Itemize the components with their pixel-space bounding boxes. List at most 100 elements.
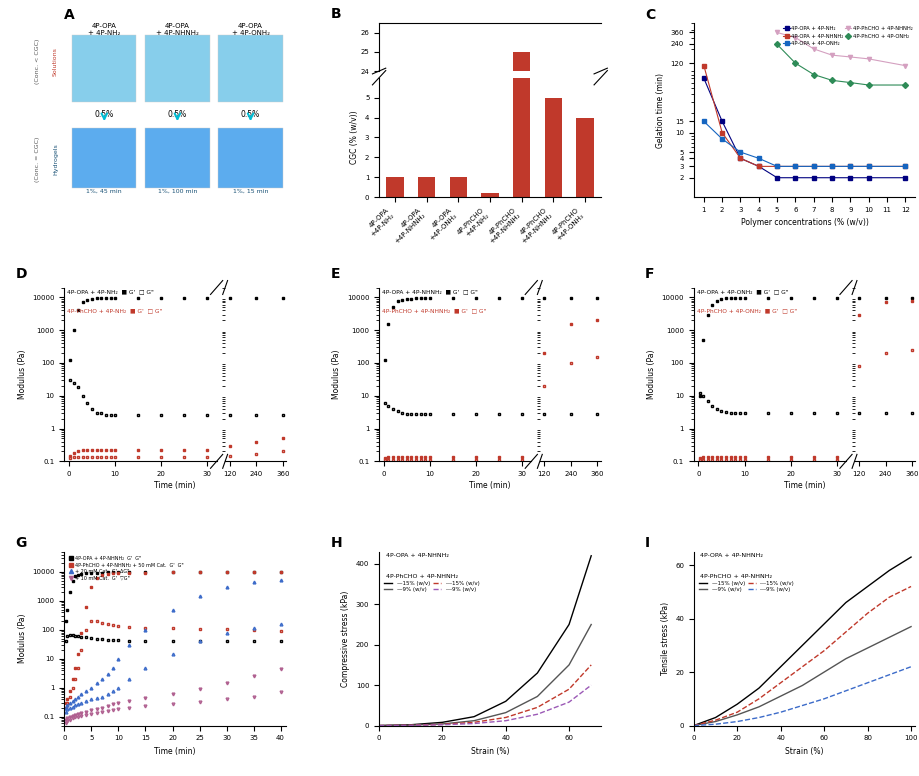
4P-OPA + 4P-NH₂ [844,173,855,182]
4P-OPA + 4P-NH₂ [716,116,727,126]
Line: 4P-OPA + 4P-NH₂: 4P-OPA + 4P-NH₂ [701,76,906,180]
4P-OPA + 4P-NHNH₂ [734,154,745,163]
Text: Time (min): Time (min) [783,481,824,490]
4P-PhCHO + 4P-ONH₂ [771,40,782,49]
Y-axis label: Tensile stress (kPa): Tensile stress (kPa) [660,602,669,675]
Text: (Conc. = CGC): (Conc. = CGC) [35,136,40,182]
Text: A: A [64,8,75,22]
4P-OPA + 4P-NH₂ [862,173,873,182]
Text: 4P-OPA + 4P-NHNH₂: 4P-OPA + 4P-NHNH₂ [699,553,763,559]
4P-OPA + 4P-NHNH₂ [771,161,782,171]
Y-axis label: Modulus (Pa): Modulus (Pa) [646,350,655,399]
Y-axis label: Modulus (Pa): Modulus (Pa) [17,350,27,399]
Text: 4P-OPA
+ 4P-NHNH₂: 4P-OPA + 4P-NHNH₂ [156,23,199,36]
Text: 1%, 45 min: 1%, 45 min [86,189,122,194]
Bar [544,98,562,197]
Text: 4P-OPA + 4P-ONH₂  ■ G'  □ G": 4P-OPA + 4P-ONH₂ ■ G' □ G" [696,289,788,294]
X-axis label: Time (min): Time (min) [154,747,196,756]
Legend: —15% (w/v), —9% (w/v), ---15% (w/v), ---9% (w/v): —15% (w/v), —9% (w/v), ---15% (w/v), ---… [696,579,796,594]
4P-OPA + 4P-ONH₂ [825,161,836,171]
4P-OPA + 4P-NHNH₂ [844,161,855,171]
4P-PhCHO + 4P-NHNH₂ [899,61,910,71]
4P-OPA + 4P-NHNH₂ [716,128,727,137]
Text: B: B [330,7,341,21]
Text: 1%, 100 min: 1%, 100 min [157,189,197,194]
Legend: —15% (w/v), —9% (w/v), ---15% (w/v), ---9% (w/v): —15% (w/v), —9% (w/v), ---15% (w/v), ---… [381,579,482,594]
Text: (Conc. < CGC): (Conc. < CGC) [35,39,40,85]
Text: Time (min): Time (min) [154,481,196,490]
Bar [386,177,403,197]
4P-OPA + 4P-NH₂ [825,173,836,182]
Text: 4P-PhCHO + 4P-NHNH₂: 4P-PhCHO + 4P-NHNH₂ [699,574,772,580]
Legend: 4P-OPA + 4P-NH₂, 4P-OPA + 4P-NHNH₂, 4P-OPA + 4P-ONH₂, 4P-PhCHO + 4P-NHNH₂, 4P-Ph: 4P-OPA + 4P-NH₂, 4P-OPA + 4P-NHNH₂, 4P-O… [782,26,912,47]
Text: H: H [330,536,342,550]
4P-PhCHO + 4P-ONH₂ [808,70,819,79]
4P-OPA + 4P-NHNH₂ [698,61,709,71]
Text: 1%, 15 min: 1%, 15 min [233,189,268,194]
4P-OPA + 4P-NHNH₂ [789,161,800,171]
FancyBboxPatch shape [72,36,136,102]
4P-OPA + 4P-NH₂ [698,74,709,83]
FancyBboxPatch shape [218,36,282,102]
4P-PhCHO + 4P-ONH₂ [862,81,873,90]
Bar [481,525,498,529]
4P-OPA + 4P-NHNH₂ [753,161,764,171]
4P-OPA + 4P-NH₂ [753,161,764,171]
4P-OPA + 4P-ONH₂ [753,154,764,163]
4P-PhCHO + 4P-ONH₂ [825,76,836,85]
4P-OPA + 4P-NHNH₂ [825,161,836,171]
FancyBboxPatch shape [218,127,282,189]
Text: 4P-PhCHO + 4P-NH₂  ■ G'  □ G": 4P-PhCHO + 4P-NH₂ ■ G' □ G" [67,308,163,314]
Text: 4P-PhCHO + 4P-NHNH₂: 4P-PhCHO + 4P-NHNH₂ [385,574,458,580]
Text: 4P-PhCHO + 4P-ONH₂  ■ G'  □ G": 4P-PhCHO + 4P-ONH₂ ■ G' □ G" [696,308,796,314]
4P-OPA + 4P-ONH₂ [808,161,819,171]
Bar [575,453,593,529]
Line: 4P-PhCHO + 4P-NHNH₂: 4P-PhCHO + 4P-NHNH₂ [774,30,906,68]
Text: 0.5%: 0.5% [95,110,114,120]
4P-PhCHO + 4P-NHNH₂ [862,54,873,64]
Y-axis label: Modulus (Pa): Modulus (Pa) [17,614,27,663]
Bar [386,511,403,529]
4P-PhCHO + 4P-ONH₂ [899,81,910,90]
4P-PhCHO + 4P-NHNH₂ [771,28,782,37]
Text: 4P-OPA + 4P-NH₂  ■ G'  □ G": 4P-OPA + 4P-NH₂ ■ G' □ G" [67,289,154,294]
Text: Solutions: Solutions [53,47,58,76]
Bar [417,177,435,197]
Bar [512,0,529,197]
4P-PhCHO + 4P-NHNH₂ [825,50,836,60]
Bar [481,193,498,197]
Y-axis label: CGC (% (w/v)): CGC (% (w/v)) [350,111,359,165]
Text: F: F [644,266,653,281]
Line: 4P-PhCHO + 4P-ONH₂: 4P-PhCHO + 4P-ONH₂ [774,43,906,87]
4P-OPA + 4P-NHNH₂ [862,161,873,171]
4P-OPA + 4P-NHNH₂ [899,161,910,171]
Bar [512,52,529,529]
4P-PhCHO + 4P-NHNH₂ [808,44,819,54]
Text: 4P-OPA
+ 4P-NH₂: 4P-OPA + 4P-NH₂ [88,23,120,36]
Text: G: G [16,536,27,550]
Bar [449,177,467,197]
Text: Time (min): Time (min) [469,481,510,490]
Y-axis label: Modulus (Pa): Modulus (Pa) [332,350,341,399]
4P-OPA + 4P-NHNH₂ [808,161,819,171]
FancyBboxPatch shape [145,36,210,102]
Y-axis label: Gelation time (min): Gelation time (min) [655,73,664,147]
4P-OPA + 4P-NH₂ [789,173,800,182]
4P-OPA + 4P-NH₂ [899,173,910,182]
Text: 0.5%: 0.5% [241,110,260,120]
4P-OPA + 4P-ONH₂ [862,161,873,171]
4P-OPA + 4P-NH₂ [771,173,782,182]
Text: 4P-OPA
+ 4P-ONH₂: 4P-OPA + 4P-ONH₂ [232,23,269,36]
X-axis label: Strain (%): Strain (%) [785,747,823,756]
Line: 4P-OPA + 4P-ONH₂: 4P-OPA + 4P-ONH₂ [701,120,906,168]
4P-OPA + 4P-ONH₂ [899,161,910,171]
FancyBboxPatch shape [72,127,136,189]
Text: 4P-OPA + 4P-NHNH₂  ■ G'  □ G": 4P-OPA + 4P-NHNH₂ ■ G' □ G" [381,289,478,294]
Y-axis label: Compressive stress (kPa): Compressive stress (kPa) [341,591,350,687]
Text: D: D [16,266,28,281]
Text: I: I [644,536,650,550]
4P-OPA + 4P-ONH₂ [716,134,727,144]
X-axis label: Polymer concentrations (% (w/v)): Polymer concentrations (% (w/v)) [740,218,868,227]
4P-OPA + 4P-ONH₂ [734,147,745,157]
Bar [575,117,593,197]
